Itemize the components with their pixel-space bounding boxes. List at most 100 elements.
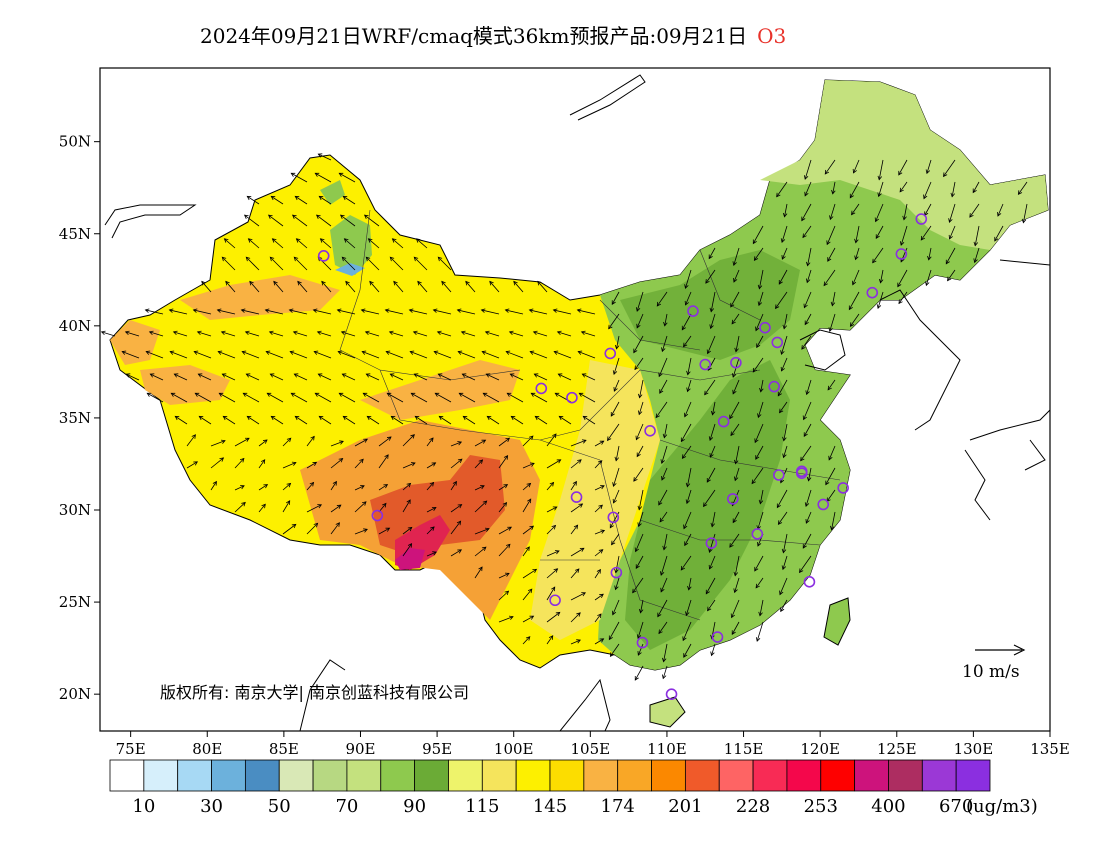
wind-arrow-shaft	[752, 225, 764, 244]
wind-arrow-shaft	[487, 416, 500, 425]
wind-arrow-head	[290, 172, 296, 177]
y-tick-label: 45N	[59, 225, 91, 243]
wind-arrow-head	[482, 392, 488, 397]
wind-arrow-head	[366, 415, 372, 421]
wind-arrow-head	[758, 499, 764, 505]
wind-arrow-head	[291, 214, 297, 219]
wind-arrow-shaft	[686, 489, 692, 504]
wind-arrow-head	[409, 350, 415, 355]
wind-arrow-shaft	[752, 357, 764, 373]
wind-arrow-head	[828, 455, 833, 461]
wind-arrow-shaft	[778, 511, 788, 525]
wind-arrow-head	[848, 305, 853, 311]
wind-arrow-head	[659, 571, 665, 576]
wind-arrow-head	[800, 456, 805, 462]
wind-arrow-shaft	[855, 225, 860, 243]
wind-arrow-head	[273, 280, 278, 286]
wind-arrow-head	[994, 236, 999, 242]
wind-arrow-shaft	[245, 256, 260, 271]
wind-arrow-shaft	[363, 392, 380, 403]
wind-arrow-shaft	[426, 437, 434, 447]
wind-arrow-head	[456, 520, 462, 526]
wind-arrow-shaft	[354, 528, 368, 535]
wind-arrow-shaft	[732, 511, 740, 523]
wind-arrow-shaft	[634, 357, 644, 370]
wind-arrow-head	[289, 350, 295, 355]
wind-arrow-shaft	[711, 511, 716, 527]
wind-arrow-head	[385, 350, 391, 355]
wind-arrow-shaft	[258, 503, 266, 513]
wind-arrow-head	[829, 215, 834, 221]
wind-arrow-shaft	[705, 577, 716, 594]
wind-arrow-head	[598, 549, 604, 554]
wind-arrow-head	[478, 566, 483, 572]
wind-arrow-shaft	[522, 546, 530, 557]
wind-arrow-shaft	[831, 511, 836, 530]
wind-arrow-shaft	[924, 203, 932, 216]
wind-arrow-head	[361, 501, 367, 506]
x-tick-label: 85E	[269, 740, 299, 758]
wind-arrow-head	[973, 241, 979, 247]
wind-arrow-head	[269, 256, 275, 262]
wind-arrow-head	[552, 506, 558, 511]
wind-arrow-shaft	[875, 203, 884, 222]
wind-arrow-head	[658, 372, 663, 378]
wind-arrow-shaft	[594, 593, 604, 601]
wind-arrow-head	[436, 330, 442, 336]
wind-arrow-head	[261, 503, 266, 509]
wind-arrow-shaft	[577, 309, 596, 315]
wind-arrow-shaft	[221, 256, 236, 271]
wind-arrow-head	[220, 439, 226, 444]
wind-arrow-shaft	[417, 281, 428, 293]
wind-arrow-shaft	[827, 379, 836, 391]
wind-arrow-shaft	[781, 335, 788, 355]
wind-arrow-shaft	[474, 439, 486, 447]
wind-arrow-shaft	[570, 459, 582, 469]
wind-arrow-head	[431, 462, 437, 467]
wind-arrow-shaft	[903, 203, 908, 220]
wind-arrow-shaft	[315, 172, 332, 183]
wind-arrow-head	[286, 482, 292, 488]
wind-arrow-shaft	[546, 586, 556, 601]
wind-arrow-head	[434, 392, 440, 397]
x-tick-label: 80E	[192, 740, 222, 758]
wind-arrow-head	[662, 545, 667, 551]
wind-arrow-head	[363, 438, 368, 443]
wind-arrow-shaft	[578, 351, 596, 359]
wind-arrow-shaft	[800, 445, 812, 461]
wind-arrow-head	[662, 433, 668, 439]
wind-arrow-head	[633, 348, 638, 354]
wind-arrow-head	[241, 501, 246, 507]
wind-arrow-head	[684, 284, 689, 289]
wind-arrow-head	[597, 613, 602, 619]
wind-arrow-shaft	[594, 638, 604, 645]
wind-arrow-shaft	[826, 225, 836, 245]
wind-arrow-head	[406, 499, 411, 505]
wind-arrow-head	[192, 308, 198, 313]
wind-arrow-shaft	[122, 351, 140, 359]
wind-arrow-head	[997, 211, 1002, 217]
wind-arrow-head	[198, 415, 204, 421]
wind-arrow-head	[336, 308, 342, 313]
wind-arrow-shaft	[386, 351, 404, 359]
wind-arrow-shaft	[553, 309, 572, 315]
wind-arrow-shaft	[663, 533, 668, 550]
north-dark-green	[620, 250, 800, 360]
wind-arrow-shaft	[546, 482, 554, 491]
wind-arrow-head	[731, 319, 736, 325]
station-marker	[687, 305, 699, 317]
wind-arrow-shaft	[282, 437, 292, 447]
wind-arrow-shaft	[782, 533, 788, 553]
wind-arrow-shaft	[507, 392, 524, 403]
wind-arrow-shaft	[783, 445, 788, 458]
wind-arrow-head	[362, 392, 368, 397]
wind-arrow-head	[505, 543, 511, 549]
wind-arrow-shaft	[712, 401, 716, 415]
wind-arrow-head	[338, 392, 344, 397]
wind-arrow-shaft	[234, 437, 250, 447]
wind-arrow-shaft	[570, 568, 580, 579]
wind-arrow-head	[801, 345, 806, 350]
wind-arrow-head	[849, 193, 854, 199]
wind-arrow-shaft	[426, 507, 437, 513]
wind-arrow-head	[897, 282, 902, 288]
